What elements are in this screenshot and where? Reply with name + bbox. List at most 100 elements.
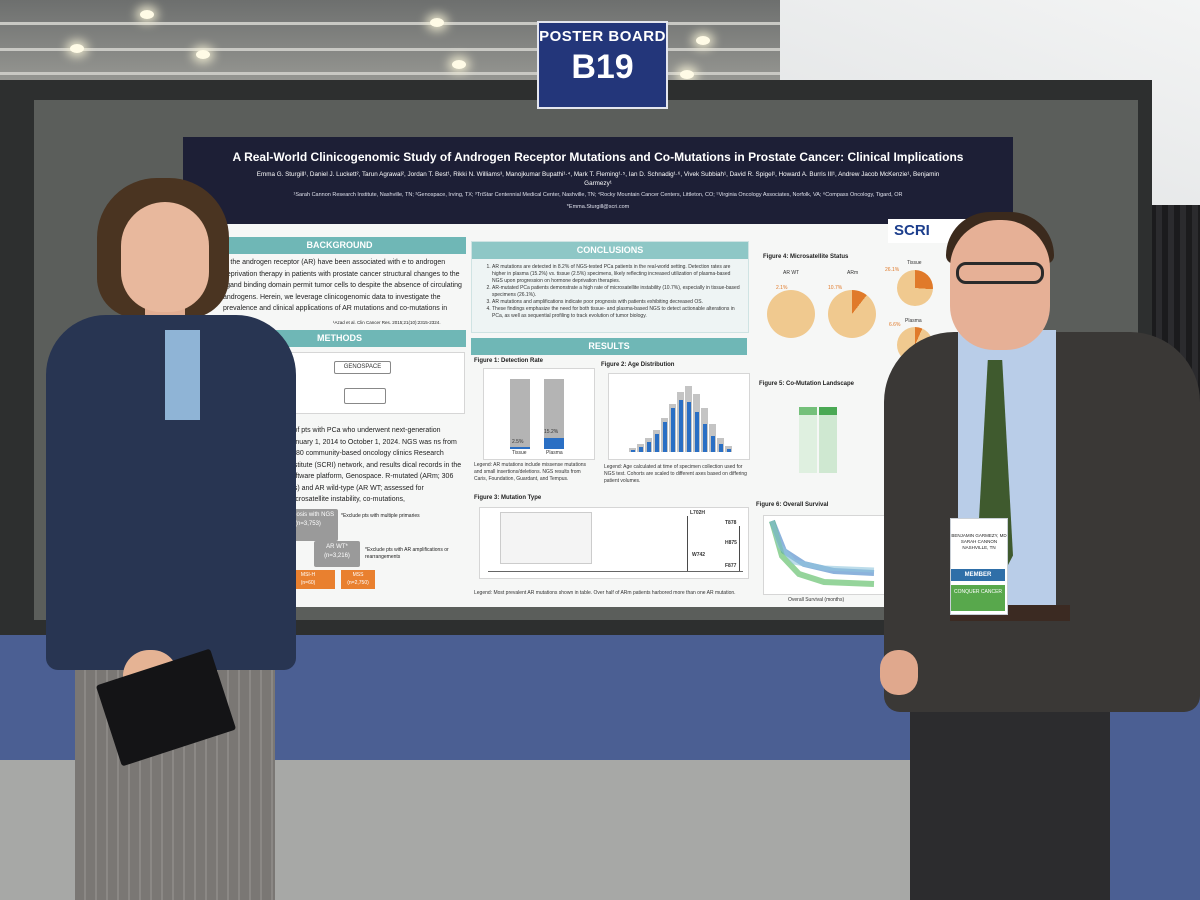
transform-box [344,388,386,404]
fig3-lollipop-t878 [739,526,740,571]
arwt-count: (n=3,216) [324,553,350,559]
fig1-bar-tissue [510,379,530,449]
conference-badge: BENJAMIN GARMEZY, MD SARAH CANNON NASHVI… [950,518,1008,615]
conclusion-item: AR-mutated PCa patients demonstrate a hi… [492,285,740,299]
arwt-label: AR WT* [326,544,348,550]
ceiling-lamp [696,36,710,45]
fig6-title: Figure 6: Overall Survival [756,502,829,508]
fig2-bar-arm [663,422,667,452]
fig4-label-arm: ARm [847,270,859,276]
ceiling-lamp [140,10,154,19]
woman-face [121,202,209,312]
poster-title: A Real-World Clinicogenomic Study of And… [232,150,964,164]
results-header: RESULTS [471,338,747,355]
fig4-label-arwt: AR WT [783,270,800,276]
fig1-bar-plasma-arm [544,438,564,449]
data-source-diagram: GENOSPACE [283,352,465,414]
fig6-xlabel: Overall Survival (months) [788,597,845,603]
fig5-heat-col-1 [799,407,817,473]
genospace-box: GENOSPACE [334,361,391,374]
fig4-pie-arm [828,290,876,338]
poster-affiliations: ¹Sarah Cannon Research Institute, Nashvi… [293,192,903,198]
ceiling-lamp [452,60,466,69]
fig2-bar-arm [719,444,723,452]
badge-name: BENJAMIN GARMEZY, MD SARAH CANNON NASHVI… [951,533,1007,550]
msih-label: MSI-H [300,572,316,578]
fig2-bar-arm [727,449,731,452]
mss-label: MSS [352,572,364,578]
fig1-chart: 2.5% 15.2% Tissue Plasma [483,368,595,460]
arwt-box: AR WT* (n=3,216) [314,541,360,567]
fig1-title: Figure 1: Detection Rate [474,358,544,364]
fig3-lollipop-l702h [687,516,688,571]
background-header: BACKGROUND [213,237,466,254]
dx-label: diagnosis with NGS [281,512,335,518]
exclude-note-1: *Exclude pts with multiple primaries [341,513,420,519]
msih-count: (n=60) [300,580,316,586]
ceiling-truss [0,48,780,51]
ceiling-truss [0,72,780,75]
fig4-pie-tissue [897,270,933,306]
fig1-x-tissue: Tissue [512,450,527,456]
poster-authors: Emma G. Sturgill¹, Daniel J. Luckett², T… [256,171,940,187]
conclusion-item: These findings emphasize the need for bo… [492,306,740,320]
fig3-caption: Legend: Most prevalent AR mutations show… [474,590,736,596]
fig2-bar-arm [703,424,707,452]
fig3-table [500,512,592,564]
mss-count: (n=2,750) [347,580,369,586]
fig4-pct-plasma: 6.6% [889,322,901,328]
fig3-title: Figure 3: Mutation Type [474,495,542,501]
mss-box: MSS (n=2,750) [341,570,375,589]
glasses-icon [956,262,1044,284]
background-citation: ¹Azad et al. Clin Cancer Res. 2015;21(10… [333,320,441,325]
fig2-bar-arm [639,447,643,452]
fig2-bar-arm [695,412,699,452]
fig3-label-l702h: L702H [690,510,706,516]
conclusion-item: AR mutations and amplifications indicate… [492,299,740,306]
fig1-caption: Legend: AR mutations include missense mu… [474,462,587,482]
fig2-histogram [629,386,732,452]
fig2-bar-arm [679,400,683,452]
fig2-caption: Legend: Age calculated at time of specim… [604,464,747,484]
fig1-pct-tissue: 2.5% [512,439,524,445]
fig2-bar-arm [647,442,651,452]
exclude-note-2: *Exclude pts with AR amplifications or r… [365,547,449,560]
background-text: in the androgen receptor (AR) have been … [223,259,462,324]
poster-email: *Emma.Sturgill@scri.com [566,203,630,210]
fig4-label-plasma: Plasma [905,318,922,324]
ceiling-truss [0,22,780,25]
fig6-chart [763,515,885,595]
fig6-km-curves [769,519,875,587]
ceiling-lamp [430,18,444,27]
conclusions-list: AR mutations are detected in 8.2% of NGS… [480,264,740,320]
fig4-pct-arwt: 2.1% [776,285,788,291]
fig2-bar-arm [711,436,715,452]
fig4-title: Figure 4: Microsatellite Status [763,254,849,260]
badge-conquer-cancer: CONQUER CANCER [951,585,1005,611]
fig2-bar-arm [687,402,691,452]
fig2-bar-arm [631,450,635,452]
poster-header: A Real-World Clinicogenomic Study of And… [183,137,1013,224]
fig3-label-t878: T878 [725,520,737,526]
fig1-pct-plasma: 15.2% [544,429,559,435]
ceiling-lamp [680,70,694,79]
fig2-title: Figure 2: Age Distribution [601,362,675,368]
fig1-bar-tissue-arm [510,447,530,449]
badge-member: MEMBER [951,569,1005,581]
fig5-heat-col-2 [819,407,837,473]
sign-number: B19 [571,48,634,86]
fig2-bar-arm [655,434,659,452]
fig4-label-tissue: Tissue [907,260,922,266]
fig2-chart [608,373,750,460]
ceiling-lamp [70,44,84,53]
fig3-label-f877: F877 [725,563,737,569]
poster-board-sign: POSTER BOARD B19 [537,21,668,109]
fig1-x-plasma: Plasma [546,450,563,456]
fig3-label-w742: W742 [692,552,706,558]
fig4-pct-tissue: 26.1% [885,267,900,273]
fig3-label-h875: H875 [725,540,737,546]
conclusions-box: CONCLUSIONS AR mutations are detected in… [471,241,749,333]
woman-blouse [165,330,200,420]
conclusions-header: CONCLUSIONS [472,242,748,259]
fig4-pie-arwt [767,290,815,338]
